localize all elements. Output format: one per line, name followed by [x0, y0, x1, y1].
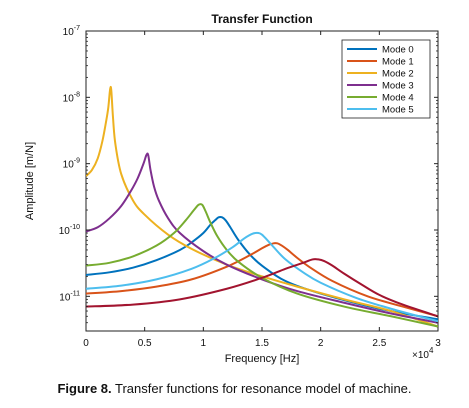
legend-label: Mode 1 — [382, 57, 414, 68]
y-tick-label: 10-7 — [63, 25, 80, 38]
figure-caption: Figure 8. Transfer functions for resonan… — [0, 381, 469, 396]
series-line-4 — [86, 203, 438, 328]
chart-title: Transfer Function — [211, 12, 312, 26]
series-line-0 — [86, 216, 438, 321]
x-tick-label: 0.5 — [138, 338, 152, 349]
series-line-2 — [86, 85, 438, 328]
series-layer — [86, 85, 438, 328]
series-line-3 — [86, 152, 438, 324]
legend-label: Mode 2 — [382, 69, 414, 80]
series-line-5 — [86, 231, 438, 323]
y-tick-label: 10-9 — [63, 158, 80, 171]
x-tick-label: 2.5 — [372, 338, 386, 349]
legend-label: Mode 4 — [382, 93, 414, 104]
x-multiplier-exponent: 4 — [429, 346, 434, 355]
x-multiplier-base: ×10 — [412, 350, 429, 361]
caption-text: Transfer functions for resonance model o… — [111, 381, 412, 396]
x-tick-label: 1 — [201, 338, 207, 349]
y-tick-label: 10-11 — [59, 290, 80, 303]
x-tick-label: 2 — [318, 338, 324, 349]
chart-svg: Transfer Function 0 0.5 1 1.5 2 2.5 3 10-11 10-1… — [24, 12, 441, 365]
series-line-1 — [86, 242, 438, 318]
x-tick-label: 0 — [83, 338, 89, 349]
legend-label: Mode 5 — [382, 105, 414, 116]
legend-box — [341, 39, 431, 119]
legend-label: Mode 3 — [382, 81, 414, 92]
x-axis-multiplier: ×104 — [412, 346, 434, 361]
caption-label: Figure 8. — [57, 381, 112, 396]
x-axis-label: Frequency [Hz] — [225, 353, 300, 365]
series-line-6 — [86, 258, 438, 318]
legend-label: Mode 0 — [382, 45, 414, 56]
x-tick-label: 1.5 — [255, 338, 269, 349]
x-tick-label: 3 — [435, 338, 441, 349]
y-axis-label: Amplitude [m/N] — [24, 142, 36, 220]
axes-layer: 0 0.5 1 1.5 2 2.5 3 10-11 10-10 10-9 10-8 10-7 — [59, 25, 441, 349]
y-tick-label: 10-10 — [59, 224, 80, 237]
y-tick-label: 10-8 — [63, 91, 80, 104]
